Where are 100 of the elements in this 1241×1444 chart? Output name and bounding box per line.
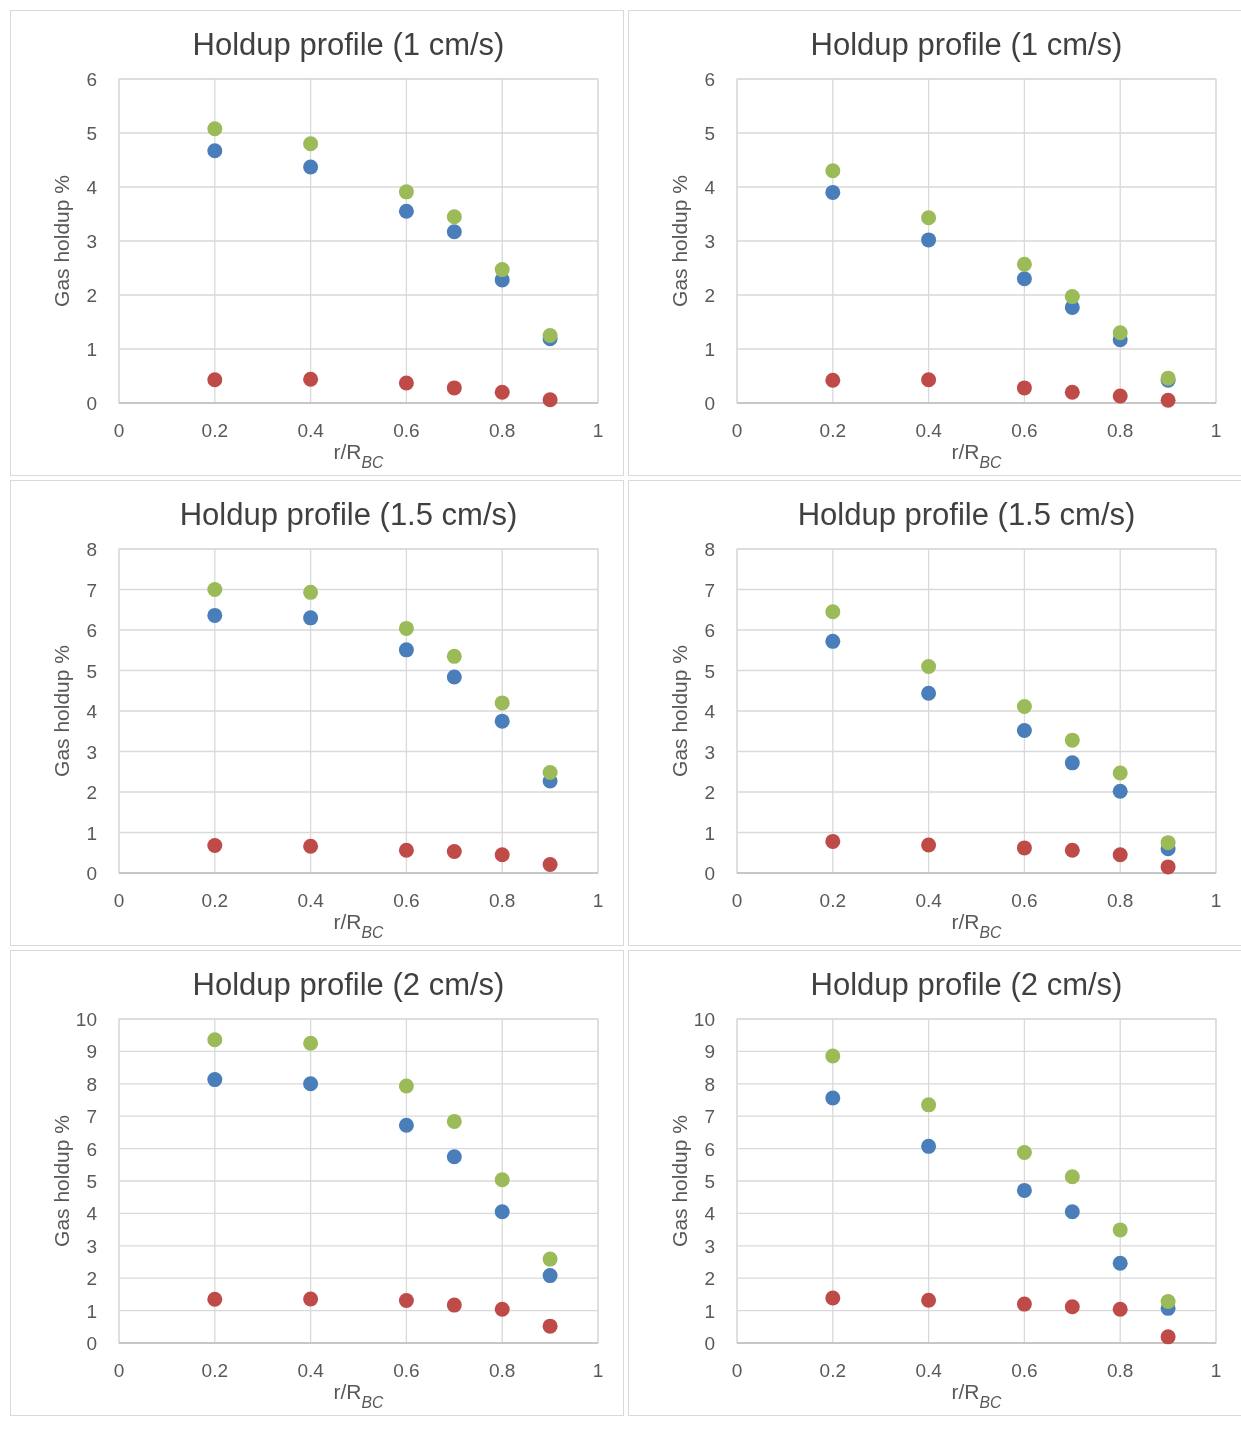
point	[1016, 1296, 1032, 1312]
point	[494, 1204, 510, 1220]
y-tick-label: 8	[704, 1073, 715, 1095]
point	[1064, 1169, 1080, 1185]
point	[446, 224, 462, 240]
x-tick-label: 0.6	[1011, 1360, 1038, 1381]
point	[825, 604, 841, 620]
x-axis-title: r/R$_{BC}$	[333, 440, 385, 471]
y-tick-label: 9	[704, 1041, 715, 1063]
y-axis-title: Gas holdup %	[50, 175, 73, 307]
x-tick-label: 1	[592, 420, 604, 441]
point	[825, 372, 841, 388]
y-axis-title: Gas holdup %	[668, 175, 691, 307]
point	[1064, 842, 1080, 858]
point	[303, 610, 319, 626]
x-tick-label: 0.2	[201, 890, 229, 911]
point	[921, 1292, 937, 1308]
y-tick-label: 2	[86, 782, 97, 803]
y-tick-label: 5	[86, 1171, 97, 1192]
point	[303, 371, 319, 387]
y-tick-label: 9	[86, 1041, 97, 1063]
y-tick-label: 7	[86, 1106, 97, 1128]
y-tick-label: 10	[693, 1009, 715, 1030]
point	[1112, 847, 1128, 863]
x-tick-label: 0.8	[488, 420, 516, 441]
x-tick-label: 0.2	[201, 1360, 229, 1381]
y-tick-label: 6	[86, 1138, 97, 1160]
point	[446, 1113, 462, 1129]
point	[1064, 732, 1080, 748]
y-tick-label: 1	[86, 1300, 97, 1322]
point	[1160, 835, 1176, 851]
point	[1160, 1329, 1176, 1345]
x-tick-label: 0	[731, 1360, 743, 1381]
y-tick-label: 2	[704, 1268, 715, 1290]
point	[494, 1172, 510, 1188]
x-tick-label: 0.8	[488, 890, 516, 911]
point	[398, 842, 414, 858]
x-tick-label: 0	[113, 420, 125, 441]
point	[446, 844, 462, 860]
chart-title: Holdup profile (2 cm/s)	[810, 967, 1123, 1002]
chart-title: Holdup profile (1.5 cm/s)	[797, 497, 1136, 532]
y-tick-label: 6	[86, 620, 97, 641]
x-tick-label: 0.6	[393, 420, 420, 441]
chart-title: Holdup profile (1 cm/s)	[810, 27, 1123, 62]
point	[921, 658, 937, 674]
point	[303, 159, 319, 175]
point	[303, 1076, 319, 1092]
y-tick-label: 0	[86, 393, 97, 414]
point	[1016, 840, 1032, 856]
point	[446, 209, 462, 225]
y-tick-label: 1	[86, 339, 97, 360]
y-axis-title: Gas holdup %	[50, 645, 73, 777]
y-tick-label: 6	[704, 620, 715, 641]
point	[921, 210, 937, 226]
point	[921, 232, 937, 248]
x-tick-label: 0.4	[297, 890, 325, 911]
x-axis-title: r/R$_{BC}$	[951, 440, 1003, 471]
x-tick-label: 0.2	[819, 420, 847, 441]
point	[825, 163, 841, 179]
point	[446, 669, 462, 685]
point	[494, 384, 510, 400]
point	[1112, 1222, 1128, 1238]
point	[542, 1318, 558, 1334]
point	[1064, 755, 1080, 771]
point	[542, 328, 558, 343]
y-tick-label: 2	[86, 1268, 97, 1290]
point	[446, 1297, 462, 1313]
point	[1016, 256, 1032, 272]
point	[494, 847, 510, 863]
y-tick-label: 5	[86, 123, 97, 144]
point	[207, 143, 223, 159]
point	[1016, 1182, 1032, 1198]
point	[207, 1072, 223, 1088]
y-tick-label: 6	[704, 1138, 715, 1160]
point	[1112, 1301, 1128, 1317]
y-tick-label: 1	[86, 822, 97, 844]
x-tick-label: 0.6	[1011, 420, 1038, 441]
x-tick-label: 0	[731, 890, 743, 911]
point	[303, 584, 319, 600]
point	[494, 695, 510, 711]
point	[1016, 722, 1032, 738]
x-tick-label: 0.2	[819, 890, 847, 911]
point	[542, 857, 558, 872]
point	[921, 837, 937, 853]
y-tick-label: 7	[86, 579, 97, 601]
y-tick-label: 3	[86, 231, 97, 252]
x-tick-label: 1	[1210, 420, 1222, 441]
x-tick-label: 0.4	[297, 1360, 325, 1381]
y-tick-label: 6	[86, 69, 97, 90]
point	[207, 837, 223, 853]
y-tick-label: 0	[86, 863, 97, 884]
y-tick-label: 3	[86, 1235, 97, 1257]
y-tick-label: 4	[704, 177, 716, 198]
point	[207, 607, 223, 623]
point	[921, 1138, 937, 1154]
chart-title: Holdup profile (1.5 cm/s)	[179, 497, 518, 532]
y-axis-title: Gas holdup %	[50, 1115, 73, 1247]
point	[1064, 1204, 1080, 1220]
point	[825, 1048, 841, 1064]
y-tick-label: 2	[704, 285, 715, 306]
